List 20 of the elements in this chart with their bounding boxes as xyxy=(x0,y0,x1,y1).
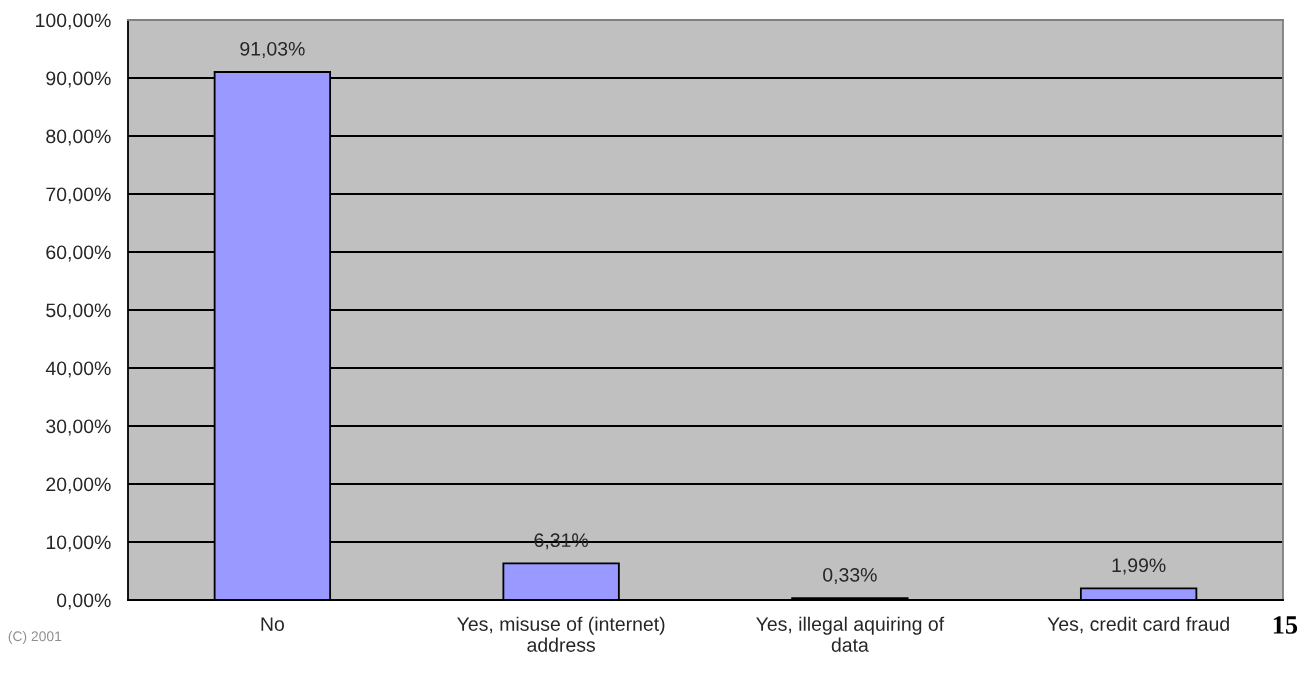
text: 15 xyxy=(1273,616,1298,634)
y-tick-label: 70,00% xyxy=(46,187,111,204)
y-tick-label: 50,00% xyxy=(46,303,111,320)
x-tick-label: Yes, credit card fraud xyxy=(1047,616,1229,634)
x-tick-label: No xyxy=(261,617,284,631)
y-tick-label: 10,00% xyxy=(46,535,111,552)
y-tick-label: 90,00% xyxy=(46,71,111,88)
y-tick-label: 30,00% xyxy=(46,419,111,436)
y-tick-label: 0,00% xyxy=(56,593,111,610)
y-tick-label: 20,00% xyxy=(46,477,111,494)
x-tick-label: Yes, illegal aquiring of data xyxy=(756,616,945,652)
y-tick-label: 40,00% xyxy=(45,361,111,378)
y-tick-label: 60,00% xyxy=(46,245,111,262)
y-tick-label: 80,00% xyxy=(46,129,111,146)
data-label: 1,99% xyxy=(1112,558,1166,575)
y-tick-label: 100,00% xyxy=(36,13,111,30)
text: (C) 2001 xyxy=(8,630,62,644)
data-label: 0,33% xyxy=(823,567,877,585)
data-label: 91,03% xyxy=(240,41,305,58)
x-tick-label: Yes, misuse of (internet) address xyxy=(457,616,665,652)
